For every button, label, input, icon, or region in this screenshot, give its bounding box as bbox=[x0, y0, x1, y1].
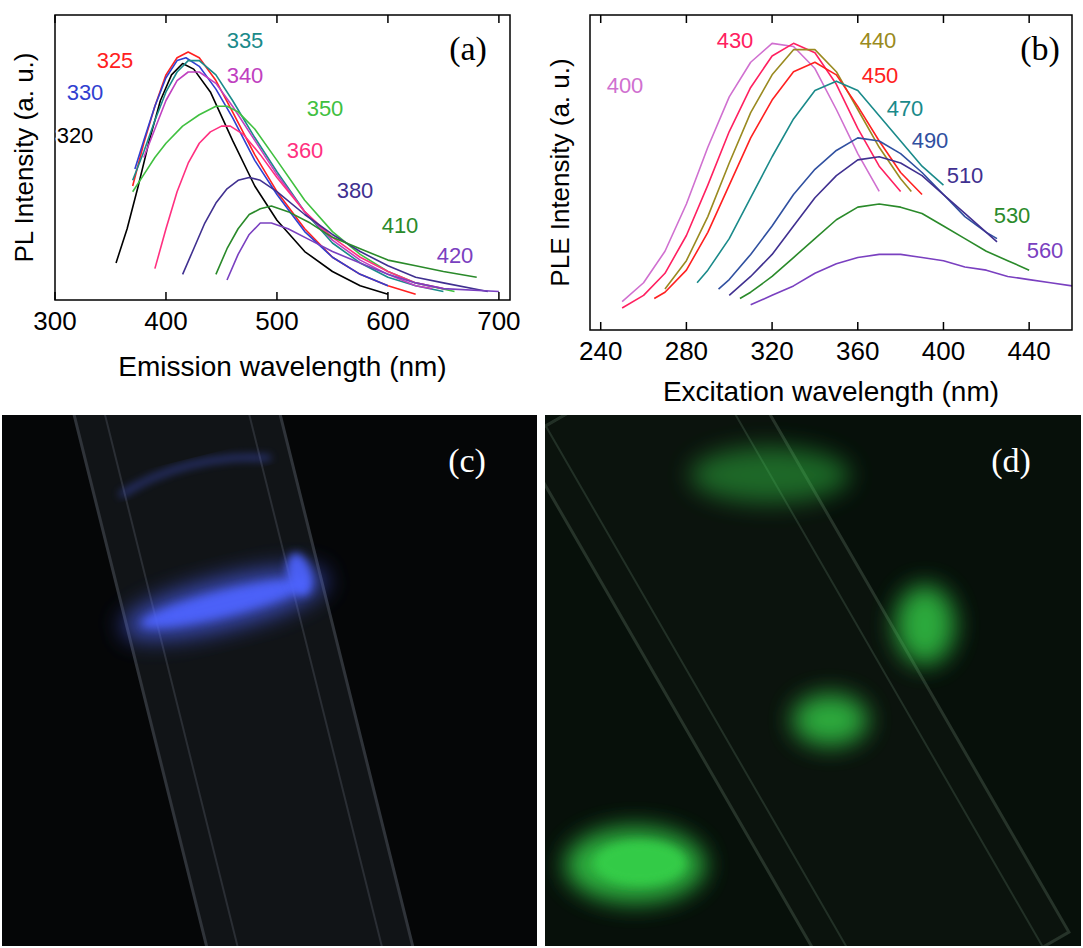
x-tick bbox=[498, 15, 500, 23]
x-tick bbox=[771, 322, 773, 330]
x-tick bbox=[165, 15, 167, 23]
photo-panel: (d) bbox=[520, 326, 1081, 948]
x-tick-label: 240 bbox=[579, 336, 622, 366]
series-label: 450 bbox=[862, 63, 899, 88]
chart-panel: 300 400 500 600 700 Emission wavelength (nm) P… bbox=[9, 15, 521, 382]
x-tick-label: 400 bbox=[144, 306, 187, 336]
x-tick bbox=[165, 292, 167, 300]
series-line bbox=[144, 72, 433, 289]
series-label: 360 bbox=[287, 138, 324, 163]
panel-label: (b) bbox=[1020, 30, 1060, 68]
chart-panel: 240 280 320 360 400 440 Excitation wavelength … bbox=[545, 15, 1072, 407]
x-tick bbox=[857, 322, 859, 330]
series-group bbox=[622, 43, 1072, 308]
cuvette-body bbox=[545, 415, 1069, 946]
cuvette-body bbox=[73, 415, 417, 946]
series-label: 350 bbox=[307, 96, 344, 121]
series-label: 325 bbox=[97, 48, 134, 73]
x-tick bbox=[943, 322, 945, 330]
fluorescence-glow bbox=[792, 694, 868, 746]
x-tick bbox=[54, 15, 56, 23]
meniscus-glow bbox=[117, 446, 270, 496]
x-tick bbox=[943, 15, 945, 23]
x-tick-label: 440 bbox=[1007, 336, 1050, 366]
fluorescence-glow bbox=[895, 585, 955, 665]
cuvette bbox=[68, 415, 422, 946]
series-label: 510 bbox=[947, 163, 984, 188]
series-line bbox=[155, 126, 444, 288]
x-tick-label: 360 bbox=[836, 336, 879, 366]
series-line bbox=[216, 206, 477, 277]
fluorescence-core bbox=[595, 841, 685, 885]
y-axis-title: PLE Intensity (a. u.) bbox=[545, 58, 575, 286]
meniscus-glow bbox=[690, 447, 850, 503]
photo-content bbox=[68, 415, 422, 946]
series-line bbox=[751, 254, 1072, 304]
series-line bbox=[740, 204, 1029, 299]
x-tick-label: 600 bbox=[366, 306, 409, 336]
series-label: 330 bbox=[67, 80, 104, 105]
x-tick bbox=[686, 322, 688, 330]
panel-label: (d) bbox=[991, 442, 1031, 480]
x-axis-title: Excitation wavelength (nm) bbox=[663, 376, 999, 407]
cuvette bbox=[545, 415, 1069, 946]
x-tick-label: 700 bbox=[477, 306, 520, 336]
cuvette-inner bbox=[102, 415, 388, 946]
series-line bbox=[665, 50, 911, 289]
x-tick bbox=[600, 322, 602, 330]
x-tick-label: 320 bbox=[750, 336, 793, 366]
series-group bbox=[116, 52, 499, 294]
fluorescence-glow bbox=[565, 827, 705, 903]
series-label: 560 bbox=[1027, 238, 1064, 263]
series-label: 380 bbox=[337, 178, 374, 203]
x-tick bbox=[498, 292, 500, 300]
fluorescence-edge bbox=[282, 550, 316, 598]
x-tick-label: 400 bbox=[922, 336, 965, 366]
x-tick bbox=[771, 15, 773, 23]
x-tick bbox=[276, 292, 278, 300]
cuvette-inner bbox=[546, 415, 1043, 946]
series-label: 410 bbox=[382, 213, 419, 238]
x-tick bbox=[857, 15, 859, 23]
x-tick bbox=[1028, 15, 1030, 23]
series-label: 420 bbox=[437, 243, 474, 268]
x-tick-label: 280 bbox=[665, 336, 708, 366]
photo-content bbox=[545, 415, 1069, 946]
series-label: 490 bbox=[912, 128, 949, 153]
x-tick-label: 300 bbox=[33, 306, 76, 336]
series-line bbox=[135, 58, 388, 286]
x-tick-label: 500 bbox=[255, 306, 298, 336]
series-label: 530 bbox=[994, 203, 1031, 228]
y-axis-title: PL Intensity (a. u.) bbox=[9, 52, 39, 262]
plot-frame bbox=[55, 15, 510, 300]
plot-frame bbox=[590, 15, 1072, 330]
x-tick bbox=[276, 15, 278, 23]
fluorescence-core bbox=[139, 571, 310, 635]
x-tick bbox=[1028, 322, 1030, 330]
x-tick bbox=[686, 15, 688, 23]
panel-label: (c) bbox=[448, 442, 486, 480]
series-label: 335 bbox=[227, 28, 264, 53]
x-tick bbox=[387, 15, 389, 23]
series-label: 320 bbox=[57, 123, 94, 148]
series-line bbox=[183, 177, 488, 291]
x-tick bbox=[600, 15, 602, 23]
photo-panel: (c) bbox=[2, 360, 537, 948]
x-tick bbox=[54, 292, 56, 300]
series-label: 340 bbox=[227, 63, 264, 88]
series-label: 440 bbox=[860, 28, 897, 53]
series-label: 400 bbox=[607, 73, 644, 98]
x-tick bbox=[387, 292, 389, 300]
x-axis-title: Emission wavelength (nm) bbox=[118, 351, 446, 382]
series-line bbox=[729, 157, 997, 296]
figure: 300 400 500 600 700 Emission wavelength (nm) P… bbox=[0, 0, 1083, 948]
panel-label: (a) bbox=[449, 30, 487, 68]
series-label: 470 bbox=[887, 96, 924, 121]
series-line bbox=[697, 81, 943, 283]
series-line bbox=[227, 223, 499, 291]
series-label: 430 bbox=[717, 28, 754, 53]
